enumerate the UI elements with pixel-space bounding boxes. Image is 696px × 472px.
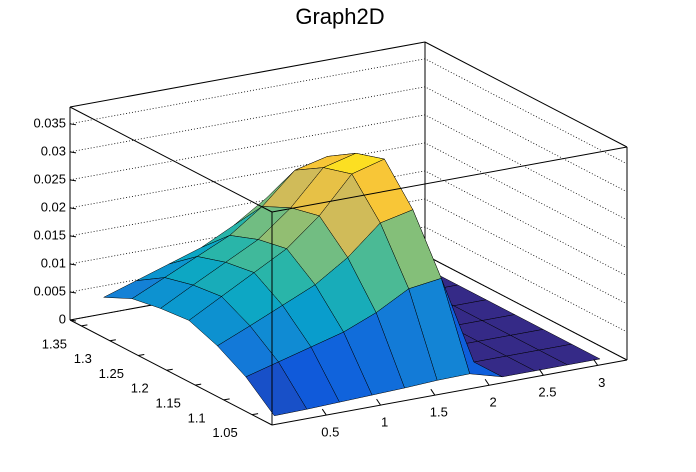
y-tick	[81, 324, 88, 327]
y-tick-label: 1.1	[188, 410, 206, 425]
z-tick	[69, 179, 77, 182]
x-tick-label: 1.5	[430, 405, 448, 420]
x-tick-label: 3	[598, 375, 605, 390]
x-tick	[484, 378, 490, 386]
z-tick-label: 0.01	[41, 255, 66, 270]
y-tick-label: 1.15	[156, 396, 181, 411]
box-edge	[69, 41, 426, 108]
z-tick	[69, 263, 77, 266]
y-tick-label: 1.25	[99, 366, 124, 381]
z-tick-label: 0.02	[41, 199, 66, 214]
y-tick	[223, 398, 230, 401]
x-tick-label: 1	[381, 415, 388, 430]
grid-line	[69, 114, 628, 221]
y-tick-label: 1.05	[212, 425, 237, 440]
box-edge	[424, 41, 628, 148]
grid-line	[69, 58, 628, 165]
x-tick	[538, 369, 544, 376]
chart-title: Graph2D	[295, 4, 384, 29]
z-tick	[69, 291, 77, 294]
y-tick-label: 1.3	[74, 351, 92, 366]
z-tick-label: 0.035	[33, 115, 66, 130]
surface-cell	[245, 361, 308, 417]
x-tick	[321, 408, 327, 416]
z-tick	[69, 123, 77, 126]
z-tick-label: 0	[59, 311, 66, 326]
box-edge	[271, 146, 628, 213]
z-tick-label: 0.015	[33, 227, 66, 242]
y-tick-label: 1.2	[131, 381, 149, 396]
y-tick	[109, 339, 116, 342]
z-tick	[69, 151, 77, 154]
z-tick	[69, 235, 77, 238]
grid-line	[69, 198, 628, 305]
y-tick	[166, 368, 173, 371]
z-tick-label: 0.005	[33, 283, 66, 298]
axis-line	[271, 359, 628, 426]
grid-line	[69, 142, 628, 249]
box-edge	[69, 106, 273, 213]
z-tick	[69, 319, 77, 322]
y-tick	[252, 413, 259, 416]
x-tick	[430, 388, 436, 396]
x-tick-label: 0.5	[321, 424, 339, 439]
y-tick	[195, 383, 202, 386]
z-tick-label: 0.025	[33, 171, 66, 186]
grid-line	[69, 86, 628, 193]
z-tick	[69, 207, 77, 210]
axis-line	[69, 319, 273, 426]
z-tick-label: 0.03	[41, 143, 66, 158]
x-tick-label: 2	[490, 395, 497, 410]
grid-line	[69, 170, 628, 277]
x-tick-label: 2.5	[538, 385, 556, 400]
y-tick	[138, 353, 145, 356]
x-tick	[593, 359, 599, 366]
x-tick	[376, 398, 381, 406]
y-tick-label: 1.35	[42, 336, 67, 351]
